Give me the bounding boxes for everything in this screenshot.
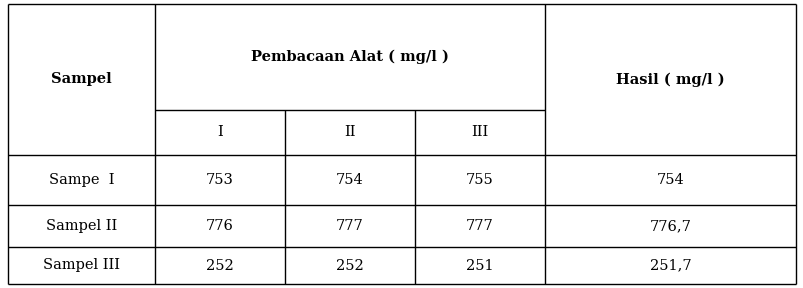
Text: 754: 754 [656, 173, 683, 187]
Text: 777: 777 [466, 219, 493, 233]
Text: III: III [471, 126, 488, 139]
Text: 251,7: 251,7 [649, 259, 691, 272]
Text: 755: 755 [466, 173, 493, 187]
Text: Hasil ( mg/l ): Hasil ( mg/l ) [615, 72, 724, 87]
Text: 754: 754 [336, 173, 364, 187]
Text: 251: 251 [466, 259, 493, 272]
Text: Pembacaan Alat ( mg/l ): Pembacaan Alat ( mg/l ) [251, 50, 448, 64]
Text: 777: 777 [336, 219, 364, 233]
Text: II: II [344, 126, 355, 139]
Text: 753: 753 [206, 173, 234, 187]
Text: I: I [217, 126, 222, 139]
Text: 776: 776 [206, 219, 234, 233]
Text: 252: 252 [336, 259, 364, 272]
Text: Sampel II: Sampel II [46, 219, 117, 233]
Text: Sampel III: Sampel III [43, 259, 120, 272]
Text: 252: 252 [206, 259, 234, 272]
Text: Sampe  I: Sampe I [49, 173, 114, 187]
Text: Sampel: Sampel [51, 73, 112, 86]
Text: 776,7: 776,7 [649, 219, 691, 233]
